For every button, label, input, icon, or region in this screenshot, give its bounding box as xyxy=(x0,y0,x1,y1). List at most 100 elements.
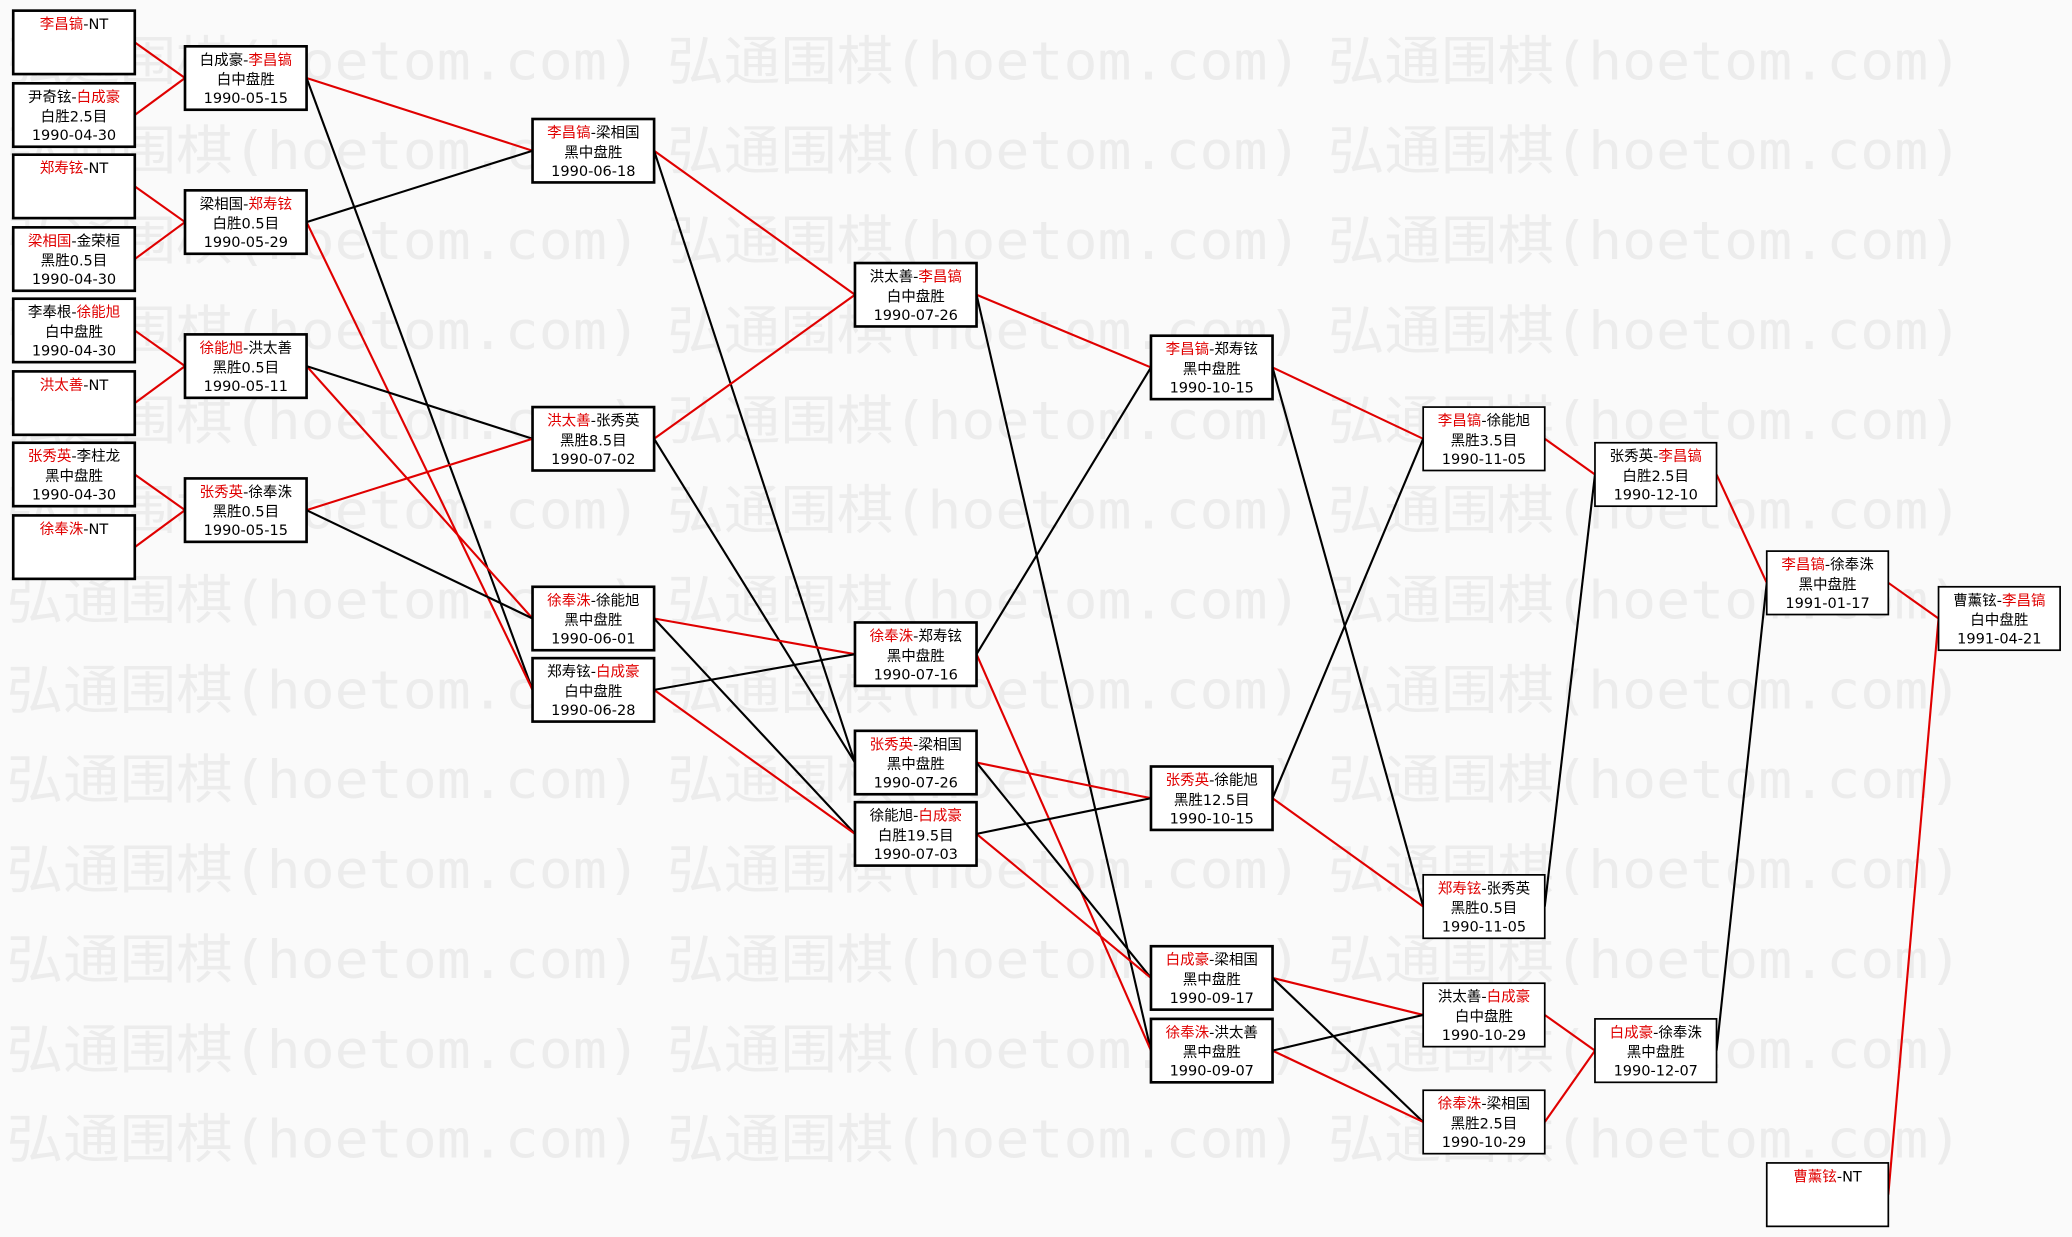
game-box-border xyxy=(11,226,137,293)
game-date: 1990-09-17 xyxy=(1170,991,1254,1007)
game-result: 黑胜12.5目 xyxy=(1174,792,1250,809)
game-date: 1990-09-07 xyxy=(1170,1064,1254,1080)
winner-link xyxy=(1272,366,1424,440)
black-player: 白成豪 xyxy=(200,52,244,69)
separator: - xyxy=(243,485,248,501)
game-box-border xyxy=(1594,1018,1718,1084)
white-player: 徐能旭 xyxy=(1487,413,1531,430)
separator: - xyxy=(83,378,88,394)
watermark-text: 弘通围棋(hoetom.com) xyxy=(667,660,1301,721)
black-player: 曹薰铉 xyxy=(1793,1168,1837,1185)
game-box-border xyxy=(1422,406,1546,472)
separator: - xyxy=(1209,773,1214,789)
game-date: 1991-01-17 xyxy=(1785,596,1869,612)
watermark-text: 弘通围棋(hoetom.com) xyxy=(1328,121,1962,182)
separator: - xyxy=(591,593,596,609)
game-box-border xyxy=(1937,585,2061,652)
players-line: 白成豪-李昌镐 xyxy=(200,52,292,69)
players-line: 张秀英-徐奉洙 xyxy=(200,483,293,501)
winner-link xyxy=(1544,1014,1596,1052)
watermark-text: 弘通围棋(hoetom.com) xyxy=(667,121,1301,182)
white-player: NT xyxy=(89,161,109,177)
game-box[interactable]: 徐奉洙-NT xyxy=(11,514,137,581)
watermark-text: 弘通围棋(hoetom.com) xyxy=(7,1020,641,1081)
loser-link xyxy=(1715,582,1768,1051)
winner-link xyxy=(1887,618,1940,1195)
game-date: 1990-07-16 xyxy=(874,667,958,683)
loser-link xyxy=(1272,1013,1424,1052)
game-result: 黑胜0.5目 xyxy=(212,360,279,377)
game-box-border xyxy=(1422,982,1546,1048)
watermark-text: 弘通围棋(hoetom.com) xyxy=(667,840,1301,901)
game-box[interactable]: 洪太善-NT xyxy=(11,370,137,437)
black-player: 洪太善 xyxy=(870,269,914,286)
black-player: 洪太善 xyxy=(547,413,591,430)
players-line: 李昌镐-郑寿铉 xyxy=(1166,341,1258,358)
winner-link xyxy=(306,437,533,512)
game-result: 黑中盘胜 xyxy=(1798,575,1856,593)
loser-link xyxy=(976,797,1152,835)
game-date: 1990-10-15 xyxy=(1170,381,1254,397)
game-date: 1990-10-29 xyxy=(1442,1028,1526,1044)
game-result: 黑中盘胜 xyxy=(887,647,945,665)
game-result: 黑中盘胜 xyxy=(1183,360,1241,378)
game-box-border xyxy=(531,405,656,472)
watermark-text: 弘通围棋(hoetom.com) xyxy=(7,750,641,811)
game-box[interactable]: 郑寿铉-NT xyxy=(11,153,137,220)
game-box-border xyxy=(11,297,137,364)
watermark-text: 弘通围棋(hoetom.com) xyxy=(667,481,1301,542)
game-date: 1990-05-29 xyxy=(204,235,288,251)
white-player: 李昌镐 xyxy=(918,269,962,286)
game-result: 白中盘胜 xyxy=(887,287,945,305)
players-line: 李昌镐-徐能旭 xyxy=(1438,413,1530,430)
game-result: 黑中盘胜 xyxy=(1183,1043,1241,1061)
loser-link xyxy=(975,761,1152,979)
black-player: 洪太善 xyxy=(1438,989,1482,1006)
white-player: 白成豪 xyxy=(1487,989,1531,1006)
game-box[interactable]: 曹薰铉-NT xyxy=(1765,1162,1890,1228)
game-box-border xyxy=(11,9,137,76)
winner-link xyxy=(1271,797,1424,908)
winner-link xyxy=(1272,976,1424,1016)
game-box[interactable]: 李昌镐-NT xyxy=(11,9,137,76)
white-player: NT xyxy=(89,378,109,394)
white-player: NT xyxy=(89,17,109,33)
separator: - xyxy=(71,449,76,465)
players-line: 郑寿铉-NT xyxy=(40,160,109,177)
game-box-border xyxy=(183,45,308,112)
black-player: 张秀英 xyxy=(200,483,244,501)
players-line: 曹薰铉-NT xyxy=(1793,1168,1862,1185)
white-player: 徐奉洙 xyxy=(1830,557,1874,574)
loser-link xyxy=(1271,438,1425,799)
separator: - xyxy=(1653,1025,1658,1041)
players-line: 洪太善-张秀英 xyxy=(547,412,640,430)
